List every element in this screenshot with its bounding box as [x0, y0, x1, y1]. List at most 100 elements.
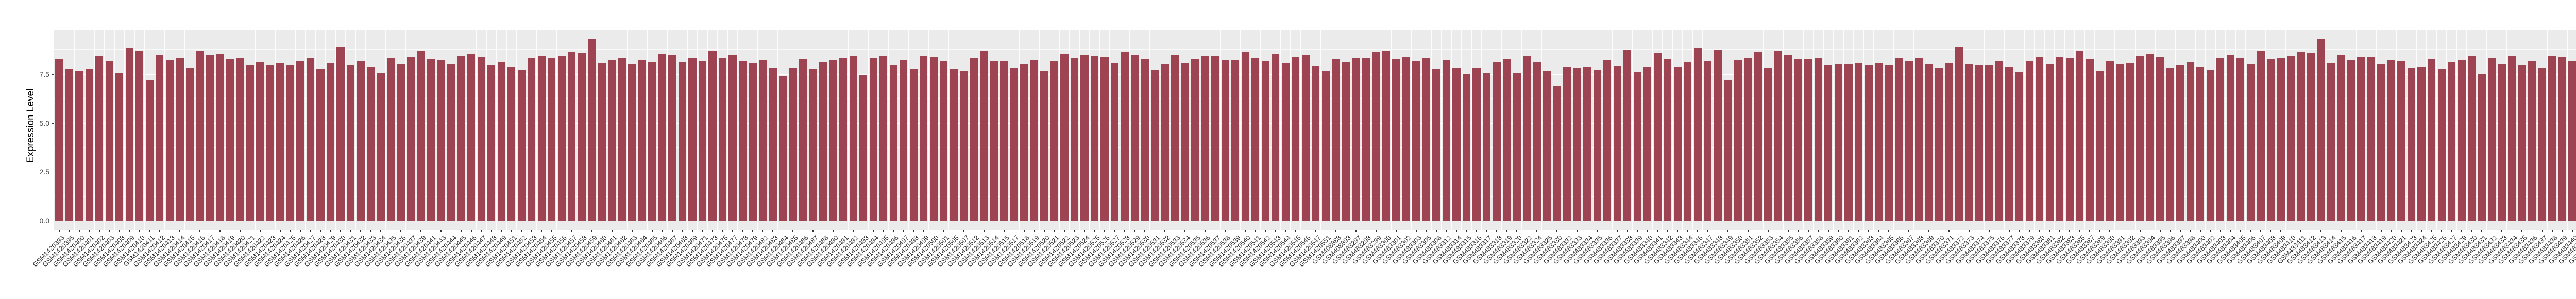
- bar: [246, 65, 255, 221]
- x-tick-mark: [1898, 230, 1900, 232]
- y-tick-mark: [52, 123, 54, 124]
- x-tick-mark: [1234, 230, 1236, 232]
- x-tick-mark: [842, 230, 844, 232]
- bar: [1020, 63, 1028, 221]
- bar: [1010, 68, 1019, 221]
- bar: [1070, 57, 1079, 221]
- vertical-gridline: [908, 30, 909, 230]
- x-tick-mark: [652, 230, 653, 232]
- bar: [2548, 56, 2556, 221]
- bar: [1221, 60, 1229, 221]
- bar: [2257, 50, 2265, 221]
- bar: [1774, 51, 1782, 221]
- bar: [1834, 63, 1842, 221]
- bar: [648, 61, 656, 221]
- bar: [1603, 60, 1612, 221]
- bar: [2226, 55, 2234, 221]
- vertical-gridline: [2547, 30, 2548, 230]
- x-tick-mark: [712, 230, 713, 232]
- x-tick-mark: [2019, 230, 2020, 232]
- bar: [2367, 57, 2376, 221]
- bar: [608, 60, 616, 221]
- x-tick-mark: [2552, 230, 2553, 232]
- vertical-gridline: [697, 30, 698, 230]
- bar: [1292, 57, 1300, 221]
- x-tick-mark: [2391, 230, 2392, 232]
- bar: [2056, 57, 2064, 221]
- bar: [2065, 57, 2074, 221]
- x-tick-mark: [2451, 230, 2452, 232]
- x-tick-mark: [1606, 230, 1608, 232]
- x-tick-mark: [2230, 230, 2231, 232]
- vertical-gridline: [1521, 30, 1522, 230]
- bar: [185, 67, 194, 221]
- x-tick-mark: [1114, 230, 1115, 232]
- bar: [2488, 58, 2496, 221]
- vertical-gridline: [1652, 30, 1653, 230]
- bar: [2428, 59, 2436, 221]
- bar: [2156, 57, 2164, 221]
- bar: [2478, 74, 2486, 221]
- bar: [1301, 55, 1310, 221]
- vertical-gridline: [1501, 30, 1502, 230]
- x-tick-mark: [913, 230, 914, 232]
- x-tick-mark: [1677, 230, 1678, 232]
- plot-panel: [54, 30, 2576, 230]
- bar: [1090, 56, 1099, 221]
- bar: [75, 71, 83, 221]
- x-tick-mark: [2220, 230, 2221, 232]
- x-tick-mark: [853, 230, 854, 232]
- bar: [537, 55, 546, 221]
- x-tick-mark: [2411, 230, 2412, 232]
- x-tick-mark: [732, 230, 733, 232]
- bar: [115, 72, 124, 221]
- vertical-gridline: [335, 30, 336, 230]
- bar: [1664, 58, 1672, 221]
- vertical-gridline: [1541, 30, 1543, 230]
- bar: [628, 64, 636, 221]
- bar: [276, 63, 284, 221]
- bar: [1502, 59, 1511, 221]
- x-tick-mark: [1597, 230, 1598, 232]
- bar: [1121, 51, 1129, 221]
- vertical-gridline: [295, 30, 296, 230]
- x-tick-mark: [300, 230, 301, 232]
- bar: [1522, 56, 1531, 221]
- x-tick-mark: [1174, 230, 1176, 232]
- x-tick-mark: [169, 230, 171, 232]
- x-tick-mark: [1446, 230, 1447, 232]
- x-tick-mark: [1245, 230, 1246, 232]
- x-tick-mark: [320, 230, 321, 232]
- bar: [839, 57, 848, 221]
- x-tick-mark: [1788, 230, 1789, 232]
- x-tick-mark: [310, 230, 311, 232]
- bar: [2186, 62, 2194, 221]
- x-tick-mark: [722, 230, 723, 232]
- bar: [929, 57, 938, 221]
- bar: [1744, 58, 1752, 221]
- bar: [1412, 60, 1420, 221]
- bar: [2518, 65, 2526, 221]
- x-tick-mark: [430, 230, 432, 232]
- x-tick-mark: [1064, 230, 1065, 232]
- vertical-gridline: [74, 30, 75, 230]
- bar: [809, 69, 817, 221]
- x-tick-mark: [1265, 230, 1266, 232]
- bar: [960, 71, 968, 221]
- bar: [367, 67, 375, 221]
- vertical-gridline: [345, 30, 346, 230]
- bar: [286, 65, 295, 221]
- bar: [1784, 55, 1792, 221]
- bar: [1442, 60, 1451, 221]
- bar: [55, 58, 63, 221]
- vertical-gridline: [1391, 30, 1392, 230]
- bar: [306, 57, 315, 221]
- bar: [1995, 61, 2004, 221]
- bar: [2508, 56, 2516, 221]
- vertical-gridline: [1451, 30, 1452, 230]
- bar: [2266, 59, 2275, 221]
- bar: [668, 55, 676, 221]
- x-tick-mark: [973, 230, 975, 232]
- vertical-gridline: [2416, 30, 2417, 230]
- bar: [688, 57, 697, 221]
